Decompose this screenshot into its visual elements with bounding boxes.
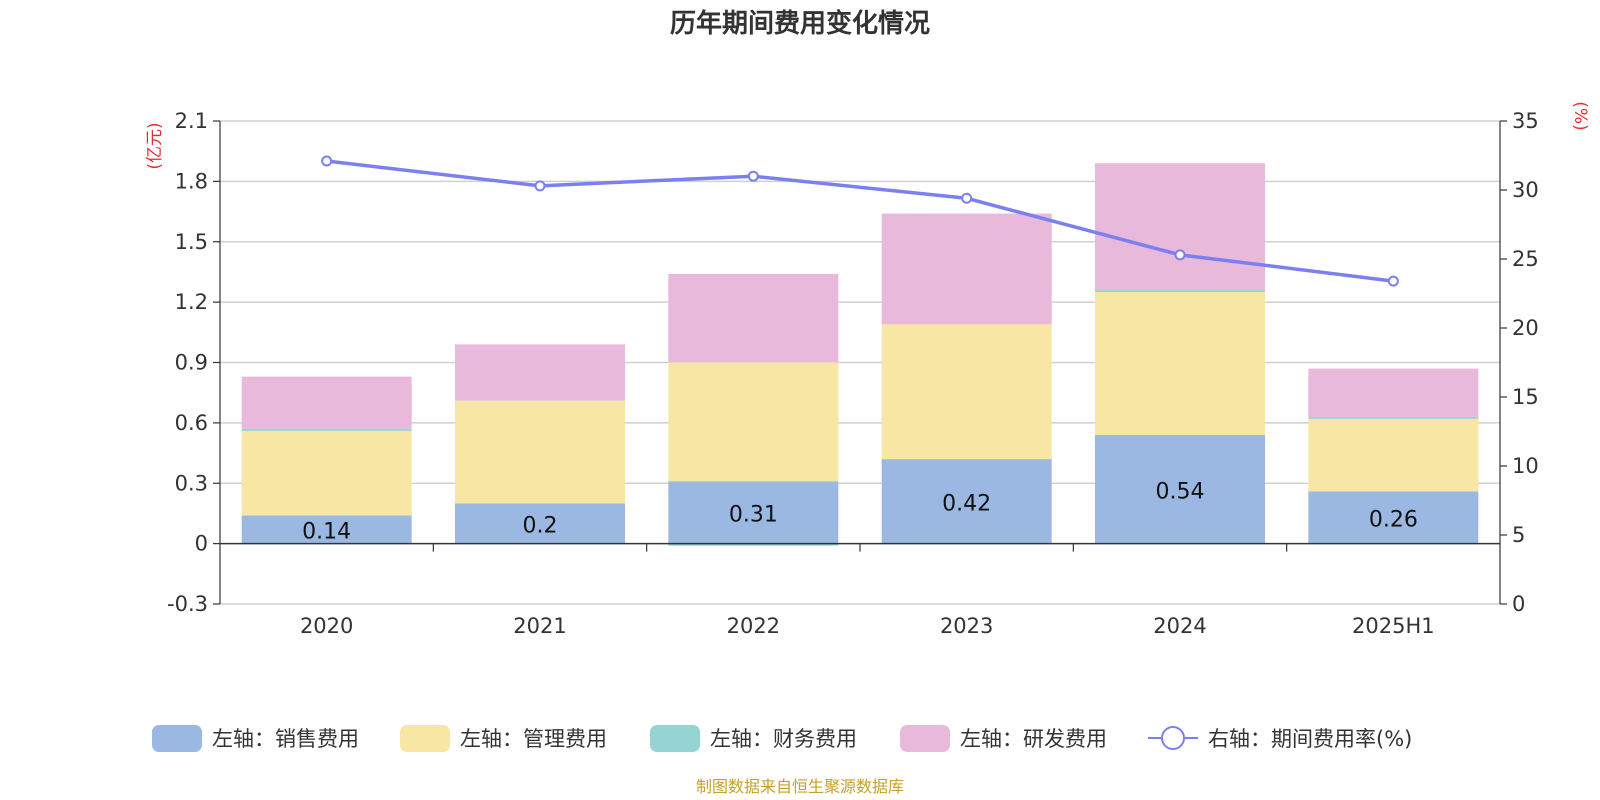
rate-line-path	[326, 159, 1394, 283]
legend-line-marker	[1161, 726, 1185, 750]
chart-title: 历年期间费用变化情况	[670, 8, 930, 39]
bar-data-label: 0.14	[302, 520, 351, 545]
left-tick-label: 1.8	[175, 169, 208, 193]
bars	[241, 163, 1479, 546]
gridlines	[220, 120, 1500, 605]
bar-segment-3	[881, 213, 1052, 325]
rate-point	[321, 155, 333, 167]
bar-segment-1	[455, 400, 625, 504]
legend-label: 右轴：期间费用率(%)	[1208, 727, 1412, 751]
left-tick-label: 2.1	[175, 109, 208, 133]
bar-segment-3	[1095, 163, 1265, 291]
bar-data-label: 0.2	[523, 514, 558, 539]
bar-segment-0	[668, 481, 839, 544]
legend-swatch	[152, 725, 202, 752]
right-tick-label: 25	[1512, 247, 1539, 271]
bar-segment-3	[668, 273, 839, 363]
left-tick-label: 0.9	[175, 351, 208, 375]
right-tick-label: 30	[1512, 178, 1539, 202]
rate-point	[747, 170, 759, 182]
bar-segment-2	[1308, 416, 1479, 419]
bar-segment-3	[1308, 368, 1479, 417]
bar-segment-0	[241, 515, 412, 544]
rate-point	[961, 192, 973, 204]
right-tick-label: 20	[1512, 316, 1539, 340]
bar-segment-1	[241, 430, 412, 516]
bar-data-label: 0.26	[1369, 507, 1418, 532]
legend-label: 左轴：财务费用	[710, 727, 857, 751]
x-tick-label: 2021	[513, 614, 566, 638]
bar-segment-0	[881, 459, 1052, 544]
left-tick-label: -0.3	[167, 592, 208, 616]
rate-point	[1174, 249, 1186, 261]
bar-data-label: 0.54	[1156, 479, 1205, 504]
bar-segment-3	[241, 376, 412, 429]
legend: 左轴：销售费用 左轴：管理费用 左轴：财务费用 左轴：研发费用 右轴：期间费用率(%)	[152, 725, 1412, 752]
left-tick-label: 0.3	[175, 471, 208, 495]
right-tick-label: 0	[1512, 592, 1525, 616]
data-labels: 0.14 0.2 0.31 0.42 0.54 0.26	[302, 479, 1418, 544]
rate-line	[321, 155, 1399, 287]
bar-segment-0	[1095, 434, 1265, 544]
bar-segment-1	[881, 324, 1052, 460]
bar-segment-0	[455, 503, 625, 544]
right-axis-unit: (%)	[1570, 101, 1590, 130]
left-tick-label: 0	[195, 532, 208, 556]
legend-swatch	[900, 725, 950, 752]
bar-segment-2	[241, 428, 412, 431]
axes: 2.1 1.8 1.5 1.2 0.9 0.6 0.3 0 -0.3 35 30 25 20 15 10 5 0…	[167, 109, 1539, 638]
left-tick-label: 1.2	[175, 290, 208, 314]
rate-point	[1387, 275, 1399, 287]
right-tick-label: 10	[1512, 454, 1539, 478]
right-tick-label: 5	[1512, 523, 1525, 547]
left-tick-label: 1.5	[175, 230, 208, 254]
x-tick-label: 2023	[940, 614, 993, 638]
bar-segment-3	[455, 344, 625, 401]
legend-swatch	[650, 725, 700, 752]
right-tick-label: 15	[1512, 385, 1539, 409]
bar-segment-2	[668, 543, 839, 546]
x-tick-label: 2025H1	[1352, 614, 1435, 638]
legend-label: 左轴：研发费用	[960, 727, 1107, 751]
bar-segment-1	[668, 362, 839, 482]
left-axis-unit: (亿元)	[145, 122, 165, 169]
bar-data-label: 0.31	[729, 502, 778, 527]
right-tick-label: 35	[1512, 109, 1539, 133]
x-tick-label: 2022	[727, 614, 780, 638]
x-tick-label: 2024	[1153, 614, 1206, 638]
bar-segment-0	[1308, 491, 1479, 544]
bar-data-label: 0.42	[942, 491, 991, 516]
bar-segment-1	[1095, 292, 1265, 435]
source-note: 制图数据来自恒生聚源数据库	[696, 777, 904, 796]
legend-label: 左轴：管理费用	[460, 727, 607, 751]
legend-label: 左轴：销售费用	[212, 727, 359, 751]
legend-swatch	[400, 725, 450, 752]
bar-segment-2	[1095, 290, 1265, 293]
left-tick-label: 0.6	[175, 411, 208, 435]
bar-segment-1	[1308, 418, 1479, 492]
x-tick-label: 2020	[300, 614, 353, 638]
rate-point	[534, 180, 546, 192]
